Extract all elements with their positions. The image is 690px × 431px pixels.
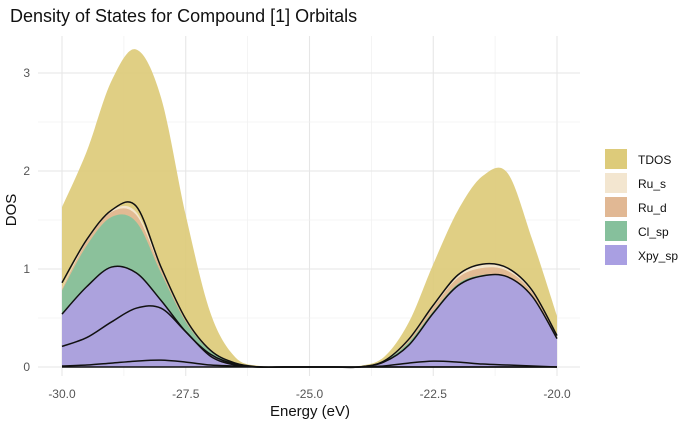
legend-label-ru_s: Ru_s bbox=[638, 177, 666, 191]
legend-label-ru_d: Ru_d bbox=[638, 201, 667, 215]
y-axis-label: DOS bbox=[3, 194, 20, 227]
x-tick-label: -30.0 bbox=[48, 387, 76, 401]
legend: TDOS Ru_s Ru_d Cl_sp Xpy_sp bbox=[605, 149, 678, 265]
legend-swatch-ru_s bbox=[605, 173, 627, 193]
x-tick-label: -22.5 bbox=[420, 387, 448, 401]
y-tick-label: 2 bbox=[23, 164, 30, 178]
dos-outlines bbox=[61, 201, 558, 369]
legend-swatch-xpy_sp bbox=[605, 245, 627, 265]
y-tick-label: 0 bbox=[23, 360, 30, 374]
xpy-sp-area bbox=[62, 266, 557, 368]
cl-sp-area bbox=[62, 214, 557, 368]
x-axis-label: Energy (eV) bbox=[270, 403, 350, 420]
legend-label-xpy_sp: Xpy_sp bbox=[638, 249, 678, 263]
legend-label-cl_sp: Cl_sp bbox=[638, 225, 669, 239]
legend-label-tdos: TDOS bbox=[638, 153, 671, 167]
dos-series bbox=[62, 49, 557, 368]
legend-swatch-ru_d bbox=[605, 197, 627, 217]
x-tick-label: -20.0 bbox=[543, 387, 571, 401]
y-tick-label: 3 bbox=[23, 66, 30, 80]
x-tick-label: -27.5 bbox=[172, 387, 200, 401]
chart-title: Density of States for Compound [1] Orbit… bbox=[10, 6, 357, 26]
y-tick-label: 1 bbox=[23, 262, 30, 276]
axes: 0 1 2 3 -30.0 -27.5 -25.0 -22.5 -20.0 bbox=[23, 66, 571, 401]
x-tick-label: -25.0 bbox=[296, 387, 324, 401]
legend-swatch-cl_sp bbox=[605, 221, 627, 241]
tdos-area bbox=[62, 49, 557, 368]
legend-swatch-tdos bbox=[605, 149, 627, 169]
